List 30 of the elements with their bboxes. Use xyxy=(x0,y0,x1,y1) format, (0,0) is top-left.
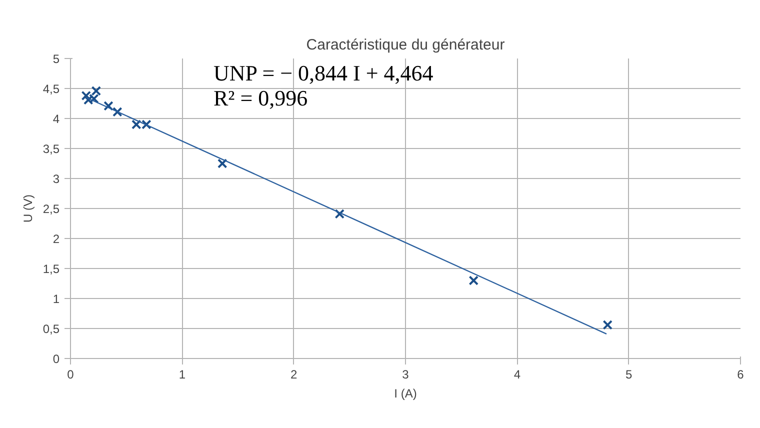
y-tick-label: 1 xyxy=(52,292,60,306)
x-tick-label: 2 xyxy=(290,368,298,382)
point xyxy=(91,86,102,96)
y-axis-title: U (V) xyxy=(20,194,35,222)
point xyxy=(217,158,228,168)
y-tick-label: 2 xyxy=(52,232,60,246)
y-tick-label: 3,5 xyxy=(42,142,60,156)
x-tick-label: 4 xyxy=(514,368,521,382)
y-tick-label: 0,5 xyxy=(42,322,60,336)
y-tick-label: 5 xyxy=(52,52,60,66)
point xyxy=(112,107,122,117)
x-tick-label: 6 xyxy=(737,368,744,382)
x-axis-title: I (A) xyxy=(394,386,417,400)
point xyxy=(334,209,345,219)
point xyxy=(104,101,114,111)
annotation: R² = 0,996 xyxy=(214,86,308,110)
point xyxy=(602,320,613,330)
y-tick-label: 0 xyxy=(52,352,60,366)
y-tick-label: 4,5 xyxy=(42,82,60,96)
point xyxy=(468,276,479,286)
x-tick-label: 0 xyxy=(67,368,74,382)
annotation: UNP = − 0,844 I + 4,464 xyxy=(214,60,434,86)
y-tick-label: 2,5 xyxy=(42,202,60,216)
x-tick-label: 1 xyxy=(178,368,186,382)
y-tick-label: 1,5 xyxy=(42,262,60,276)
x-tick-label: 3 xyxy=(402,368,410,382)
y-tick-label: 4 xyxy=(52,112,60,126)
chart-title: Caractéristique du générateur xyxy=(306,36,505,54)
x-tick-label: 5 xyxy=(625,368,632,382)
y-tick-label: 3 xyxy=(52,172,60,186)
